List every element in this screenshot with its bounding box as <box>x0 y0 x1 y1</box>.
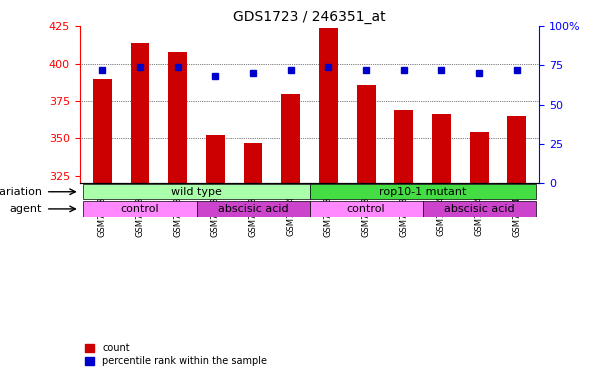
Bar <box>470 132 489 183</box>
Legend: count, percentile rank within the sample: count, percentile rank within the sample <box>85 344 267 366</box>
Bar <box>508 116 526 183</box>
Bar <box>131 43 150 183</box>
Bar <box>357 84 376 183</box>
Text: abscisic acid: abscisic acid <box>218 204 288 214</box>
Text: rop10-1 mutant: rop10-1 mutant <box>379 187 466 197</box>
FancyBboxPatch shape <box>83 201 197 217</box>
Text: control: control <box>347 204 386 214</box>
Text: wild type: wild type <box>171 187 222 197</box>
Bar <box>206 135 225 183</box>
FancyBboxPatch shape <box>197 201 310 217</box>
FancyBboxPatch shape <box>310 184 536 200</box>
Bar <box>243 143 262 183</box>
Text: genotype/variation: genotype/variation <box>0 187 42 197</box>
Text: abscisic acid: abscisic acid <box>444 204 514 214</box>
Bar <box>281 93 300 183</box>
Text: control: control <box>121 204 159 214</box>
Title: GDS1723 / 246351_at: GDS1723 / 246351_at <box>234 10 386 24</box>
Bar <box>394 110 413 183</box>
Bar <box>168 52 187 183</box>
Text: agent: agent <box>10 204 42 214</box>
Bar <box>93 78 112 183</box>
FancyBboxPatch shape <box>310 201 422 217</box>
Bar <box>319 28 338 183</box>
FancyBboxPatch shape <box>83 184 310 200</box>
FancyBboxPatch shape <box>422 201 536 217</box>
Bar <box>432 114 451 183</box>
